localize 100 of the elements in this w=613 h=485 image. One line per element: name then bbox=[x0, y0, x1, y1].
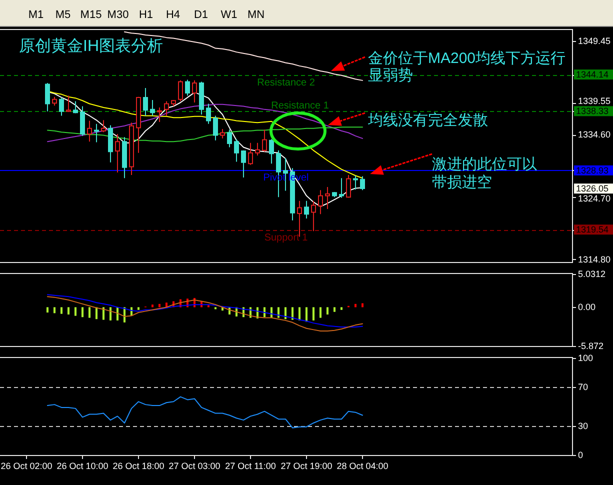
bar bbox=[312, 307, 314, 320]
candlestick bbox=[360, 176, 365, 191]
y-tick-label: 1349.45 bbox=[578, 36, 611, 46]
y-tick-label: 0.00 bbox=[578, 302, 596, 312]
candlestick bbox=[248, 142, 253, 166]
candlestick bbox=[171, 99, 176, 107]
bar bbox=[306, 307, 308, 322]
candlestick bbox=[311, 200, 316, 232]
y-tick-label: 1319.54 bbox=[576, 224, 609, 235]
candlestick bbox=[59, 96, 64, 116]
text: W1 bbox=[220, 9, 238, 21]
bar bbox=[354, 304, 356, 308]
candlestick bbox=[143, 88, 148, 116]
candlestick bbox=[80, 106, 85, 136]
bar bbox=[334, 307, 336, 312]
candlestick bbox=[87, 120, 92, 142]
candlestick bbox=[164, 100, 169, 116]
line-series bbox=[47, 126, 363, 142]
x-tick-label: 27 Oct 11:00 bbox=[225, 461, 276, 471]
candlestick bbox=[52, 96, 57, 106]
y-tick-label: 5.0312 bbox=[578, 269, 606, 279]
bar bbox=[166, 302, 168, 308]
candlestick bbox=[150, 99, 155, 116]
bar bbox=[54, 307, 56, 314]
text: M1 bbox=[28, 9, 44, 21]
y-tick-label: 1339.55 bbox=[578, 96, 611, 106]
candlestick bbox=[255, 142, 260, 156]
ref-line-label: Resistance 1 bbox=[271, 100, 330, 112]
candlestick bbox=[241, 150, 246, 178]
candlestick bbox=[199, 81, 204, 115]
y-tick-label: -5.872 bbox=[578, 341, 604, 351]
bar bbox=[74, 307, 76, 316]
text: M15 bbox=[80, 9, 102, 21]
y-tick-label: 0 bbox=[578, 450, 584, 460]
candlestick bbox=[234, 138, 239, 162]
bar bbox=[320, 307, 322, 318]
line-series bbox=[47, 396, 363, 428]
candlestick bbox=[332, 192, 337, 198]
bar bbox=[138, 307, 140, 310]
text: D1 bbox=[194, 9, 208, 21]
bar bbox=[46, 307, 48, 313]
text: 均线没有完全发散 bbox=[367, 112, 488, 129]
ref-line-label: Support 1 bbox=[264, 232, 308, 244]
bar bbox=[60, 307, 62, 314]
candlestick bbox=[115, 134, 120, 173]
text: M5 bbox=[55, 9, 71, 21]
candlestick bbox=[346, 174, 351, 198]
x-tick-label: 27 Oct 19:00 bbox=[280, 461, 332, 471]
bar bbox=[88, 307, 90, 318]
y-tick-label: 30 bbox=[578, 420, 588, 431]
line-series bbox=[47, 90, 363, 179]
text: 金价位于MA200均线下方运行显弱势 bbox=[368, 50, 566, 84]
bar bbox=[264, 307, 266, 318]
text: H1 bbox=[138, 9, 154, 21]
bar bbox=[340, 307, 342, 310]
x-tick-label: 28 Oct 04:00 bbox=[336, 461, 388, 471]
bar bbox=[102, 307, 104, 320]
candlestick bbox=[318, 190, 323, 215]
line-series bbox=[47, 91, 363, 208]
candlestick bbox=[213, 115, 218, 141]
candlestick bbox=[220, 128, 225, 139]
text: 激进的此位可以带损进空 bbox=[432, 156, 537, 191]
candlestick bbox=[129, 122, 134, 176]
x-tick-label: 26 Oct 10:00 bbox=[56, 461, 108, 471]
candlestick bbox=[206, 103, 211, 124]
candlestick bbox=[185, 79, 190, 96]
bar bbox=[152, 304, 154, 308]
candlestick bbox=[178, 80, 183, 102]
bar bbox=[284, 307, 286, 320]
candlestick bbox=[108, 124, 113, 163]
y-tick-label: 1338.33 bbox=[576, 106, 609, 116]
bar bbox=[326, 307, 328, 314]
text: MN bbox=[247, 9, 265, 21]
y-tick-label: 1344.14 bbox=[576, 70, 609, 80]
candlestick bbox=[304, 200, 309, 219]
candlestick bbox=[157, 107, 162, 123]
y-tick-label: 1328.93 bbox=[576, 165, 609, 176]
candlestick bbox=[101, 120, 106, 133]
y-tick-label: 70 bbox=[578, 382, 588, 392]
candlestick bbox=[136, 96, 141, 154]
bar bbox=[158, 304, 160, 308]
text: 1326.05 bbox=[576, 184, 609, 194]
x-tick-label: 27 Oct 03:00 bbox=[168, 461, 220, 471]
candlestick bbox=[339, 178, 344, 198]
text: M30 bbox=[107, 9, 129, 21]
candlestick bbox=[94, 123, 99, 143]
ref-line-label: Resistance 2 bbox=[257, 78, 316, 88]
candlestick bbox=[122, 136, 127, 179]
candlestick bbox=[66, 95, 71, 112]
bar bbox=[298, 307, 300, 320]
text: H4 bbox=[166, 9, 180, 21]
y-tick-label: 100 bbox=[578, 353, 594, 363]
x-tick-label: 26 Oct 02:00 bbox=[0, 461, 52, 471]
candlestick bbox=[73, 100, 78, 114]
candlestick bbox=[227, 129, 232, 148]
y-tick-label: 1334.60 bbox=[578, 130, 611, 140]
y-tick-label: 1324.70 bbox=[578, 194, 611, 204]
bar bbox=[110, 307, 112, 320]
candlestick bbox=[269, 138, 274, 164]
y-tick-label: 1314.80 bbox=[578, 254, 611, 264]
